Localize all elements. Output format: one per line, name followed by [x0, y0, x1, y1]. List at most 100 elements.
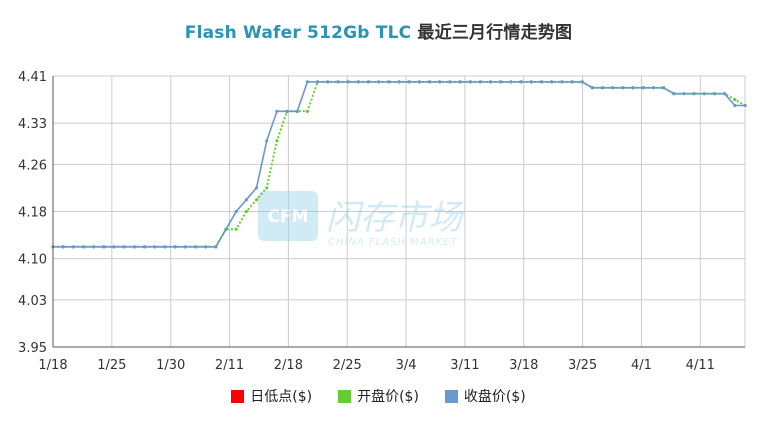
- point-close: [163, 245, 167, 249]
- point-close: [275, 109, 279, 113]
- point-close: [692, 92, 696, 96]
- watermark: CFM 闪存市场 CHINA FLASH MARKET: [258, 191, 465, 248]
- chart-title: Flash Wafer 512Gb TLC 最近三月行情走势图: [0, 18, 757, 43]
- point-close: [142, 245, 147, 249]
- point-close: [550, 80, 554, 84]
- point-close: [346, 80, 350, 84]
- point-close: [285, 109, 289, 113]
- point-open: [254, 198, 259, 202]
- point-close: [672, 92, 676, 96]
- legend-item-open[interactable]: 开盘价($): [338, 386, 419, 406]
- point-close: [397, 80, 401, 84]
- watermark-logo: CFM: [267, 207, 308, 227]
- legend-swatch-close: [444, 389, 458, 403]
- point-close: [702, 92, 706, 96]
- point-close: [488, 80, 493, 84]
- point-close: [723, 92, 727, 96]
- legend-item-close[interactable]: 收盘价($): [444, 386, 526, 406]
- x-tick-label: 4/11: [686, 358, 715, 373]
- chart-title-cn: 最近三月行情走势图: [417, 23, 573, 43]
- x-tick-label: 3/11: [450, 358, 479, 373]
- point-close: [112, 245, 116, 249]
- point-close: [499, 80, 503, 84]
- x-tick-label: 2/25: [333, 358, 362, 373]
- point-close: [519, 80, 523, 84]
- point-open: [275, 139, 279, 143]
- point-close: [621, 86, 625, 90]
- y-tick-label: 4.10: [18, 253, 47, 268]
- watermark-logo-box: [258, 191, 318, 241]
- point-close: [377, 80, 381, 84]
- point-close: [295, 109, 299, 113]
- point-open: [733, 97, 737, 102]
- point-close: [92, 245, 96, 249]
- legend-item-low[interactable]: 日低点($): [231, 386, 312, 406]
- point-close: [682, 92, 686, 96]
- point-close: [427, 80, 432, 84]
- point-close: [244, 198, 248, 202]
- axis-layer: 3.95 4.03 4.10 4.18 4.26 4.33 4.41 1/18 1/25 1/30…: [18, 70, 745, 373]
- point-close: [183, 245, 187, 249]
- legend-label-open: 开盘价($): [357, 389, 419, 405]
- point-close: [570, 80, 574, 84]
- watermark-cn: 闪存市场: [326, 198, 465, 238]
- point-close: [651, 86, 656, 90]
- point-close: [458, 80, 462, 84]
- point-close: [560, 80, 564, 84]
- point-close: [539, 80, 544, 84]
- point-close: [509, 80, 513, 84]
- point-close: [102, 245, 106, 249]
- point-close: [153, 245, 157, 249]
- point-close: [254, 186, 259, 190]
- point-close: [214, 245, 218, 249]
- y-tick-label: 4.41: [18, 70, 47, 85]
- point-close: [631, 86, 635, 90]
- point-close: [743, 103, 747, 108]
- x-tick-label: 4/1: [631, 358, 652, 373]
- x-tick-label: 1/30: [156, 358, 185, 373]
- point-close: [356, 80, 360, 84]
- legend: 日低点($) 开盘价($) 收盘价($): [0, 386, 757, 406]
- watermark-en: CHINA FLASH MARKET: [328, 237, 458, 248]
- point-close: [265, 139, 269, 143]
- chart-title-en: Flash Wafer 512Gb TLC: [184, 23, 412, 43]
- point-close: [468, 80, 472, 84]
- point-close: [661, 86, 666, 90]
- point-close: [61, 245, 65, 249]
- point-open: [305, 109, 310, 113]
- point-close: [224, 227, 228, 231]
- point-close: [611, 86, 615, 90]
- y-tick-label: 4.03: [18, 294, 47, 309]
- series-layer: [51, 80, 747, 249]
- point-close: [336, 80, 340, 84]
- point-close: [387, 80, 391, 84]
- point-close: [590, 86, 594, 90]
- point-close: [478, 80, 483, 84]
- point-close: [326, 80, 330, 84]
- point-close: [234, 209, 238, 214]
- point-close: [366, 80, 371, 84]
- x-tick-label: 1/18: [38, 358, 67, 373]
- point-close: [305, 80, 310, 84]
- point-close: [417, 80, 421, 84]
- point-close: [315, 80, 320, 84]
- point-close: [641, 86, 645, 90]
- x-tick-label: 3/25: [568, 358, 597, 373]
- y-tick-label: 4.26: [18, 158, 47, 173]
- y-tick-label: 3.95: [18, 341, 47, 356]
- x-tick-label: 2/18: [274, 358, 303, 373]
- point-close: [407, 80, 411, 84]
- point-close: [438, 80, 442, 84]
- y-tick-label: 4.18: [18, 206, 47, 221]
- point-close: [173, 245, 177, 249]
- legend-label-close: 收盘价($): [463, 389, 526, 405]
- point-close: [193, 245, 198, 249]
- point-close: [448, 80, 452, 84]
- x-tick-label: 1/25: [97, 358, 126, 373]
- point-close: [204, 245, 208, 249]
- point-close: [81, 245, 86, 249]
- point-close: [71, 245, 75, 249]
- point-close: [580, 80, 584, 84]
